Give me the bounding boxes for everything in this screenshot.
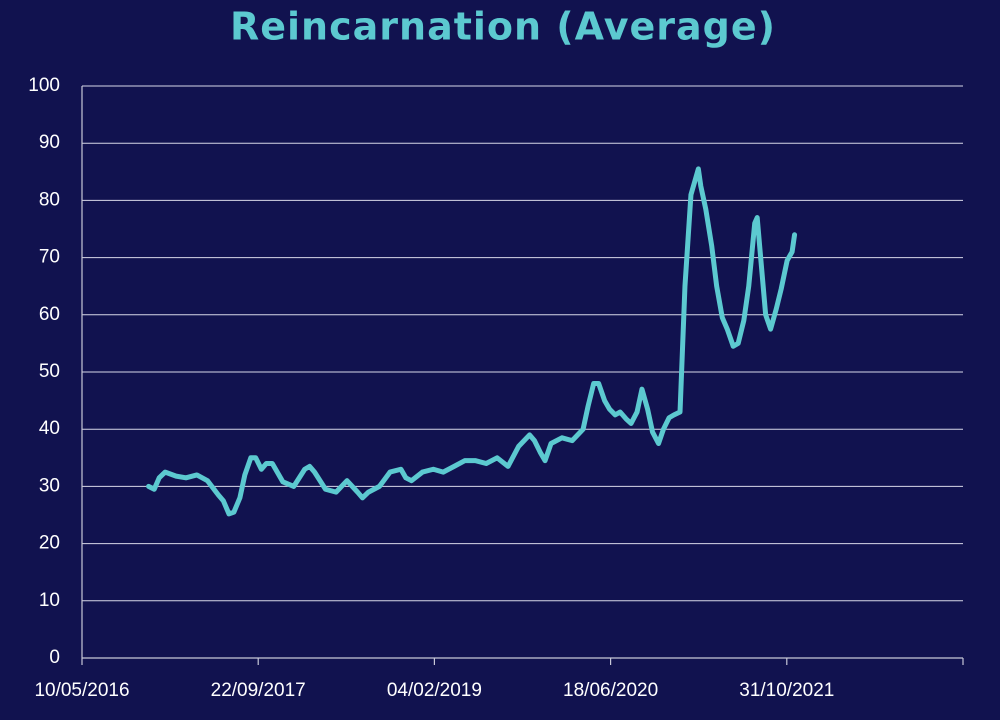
- x-tick-label: 04/02/2019: [387, 680, 482, 701]
- data-line: [146, 166, 798, 517]
- x-tick-label: 22/09/2017: [211, 680, 306, 701]
- y-tick-label: 40: [39, 418, 60, 439]
- y-tick-label: 50: [39, 361, 60, 382]
- y-tick-label: 80: [39, 189, 60, 210]
- y-tick-label: 100: [28, 75, 60, 96]
- x-tick-label: 31/10/2021: [739, 680, 834, 701]
- y-tick-label: 90: [39, 132, 60, 153]
- chart-title: Reincarnation (Average): [230, 5, 776, 49]
- y-tick-label: 70: [39, 247, 60, 268]
- y-tick-label: 0: [49, 647, 60, 668]
- y-tick-label: 30: [39, 475, 60, 496]
- y-tick-label: 60: [39, 304, 60, 325]
- x-tick-label: 18/06/2020: [563, 680, 658, 701]
- x-tick-label: 10/05/2016: [34, 680, 129, 701]
- y-tick-label: 20: [39, 533, 60, 554]
- y-tick-label: 10: [39, 590, 60, 611]
